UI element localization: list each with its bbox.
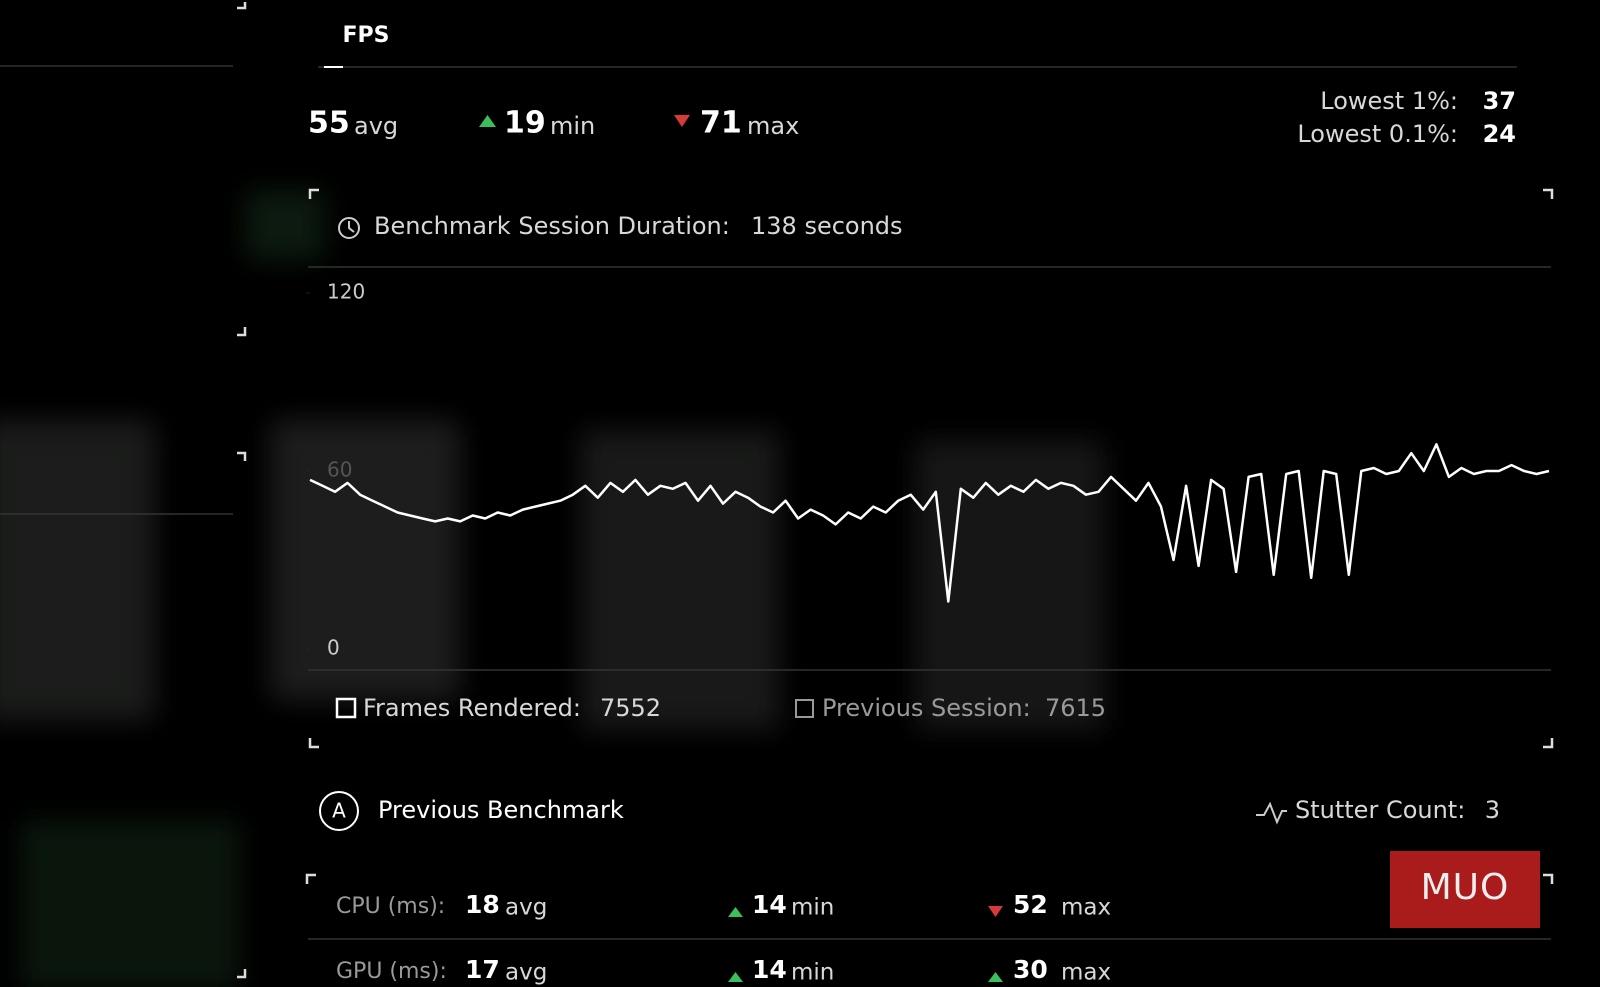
y-tick-label: 0: [327, 636, 340, 660]
fps-line: [309, 443, 1550, 603]
button-icon[interactable]: [319, 791, 359, 831]
background-blur: [0, 190, 1105, 987]
low-label: Lowest 0.1%:: [1297, 120, 1458, 148]
button-key[interactable]: A: [332, 799, 346, 823]
up-icon: [988, 972, 1003, 982]
stat-value: 71: [700, 106, 742, 141]
stutter-icon: [1256, 801, 1287, 825]
row-value: 18: [465, 890, 500, 919]
row-unit: avg: [505, 895, 547, 921]
row-unit: min: [791, 960, 834, 986]
row-value: 52: [1013, 890, 1048, 919]
low-label: Lowest 1%:: [1320, 87, 1458, 115]
down-icon: [988, 906, 1003, 917]
previous-value: 7615: [1045, 694, 1106, 722]
clock-icon: [338, 217, 360, 239]
session-value: 138 seconds: [751, 212, 903, 240]
watermark: MUO: [1421, 867, 1510, 908]
up-icon: [728, 972, 743, 982]
watermark-box: [1390, 851, 1540, 928]
stat-unit: avg: [354, 112, 398, 140]
fps-chart: 0 60 120: [306, 280, 1550, 660]
session-label: Benchmark Session Duration:: [374, 212, 730, 240]
clock-icon: [348, 221, 355, 233]
up-icon: [479, 115, 496, 127]
down-icon: [674, 115, 690, 127]
tab-label[interactable]: FPS: [343, 23, 390, 48]
y-tick-label: 60: [327, 458, 352, 482]
row-unit: max: [1061, 960, 1111, 986]
row-value: 30: [1013, 955, 1048, 984]
row-value: 14: [752, 955, 787, 984]
row-value: 17: [465, 955, 500, 984]
checkbox[interactable]: [795, 699, 814, 718]
stutter-label: Stutter Count:: [1295, 796, 1465, 824]
frames-label: Frames Rendered:: [363, 694, 581, 722]
row-unit: avg: [505, 960, 547, 986]
button-label[interactable]: Previous Benchmark: [378, 796, 624, 824]
y-tick-label: 120: [327, 280, 365, 304]
previous-label: Previous Session:: [822, 694, 1031, 722]
low-value: 24: [1483, 120, 1516, 148]
frame-corners: [237, 2, 1554, 979]
stat-value: 19: [504, 106, 546, 141]
row-value: 14: [752, 890, 787, 919]
low-value: 37: [1483, 87, 1516, 115]
up-icon: [728, 907, 743, 917]
frames-value: 7552: [600, 694, 661, 722]
row-unit: max: [1061, 895, 1111, 921]
stat-unit: min: [550, 112, 595, 140]
row-label: CPU (ms):: [336, 894, 445, 919]
checkbox[interactable]: [335, 697, 357, 719]
stutter-value: 3: [1485, 796, 1500, 824]
row-label: GPU (ms):: [336, 959, 447, 984]
row-unit: min: [791, 895, 834, 921]
stat-unit: max: [747, 112, 799, 140]
stat-value: 55: [308, 106, 350, 141]
